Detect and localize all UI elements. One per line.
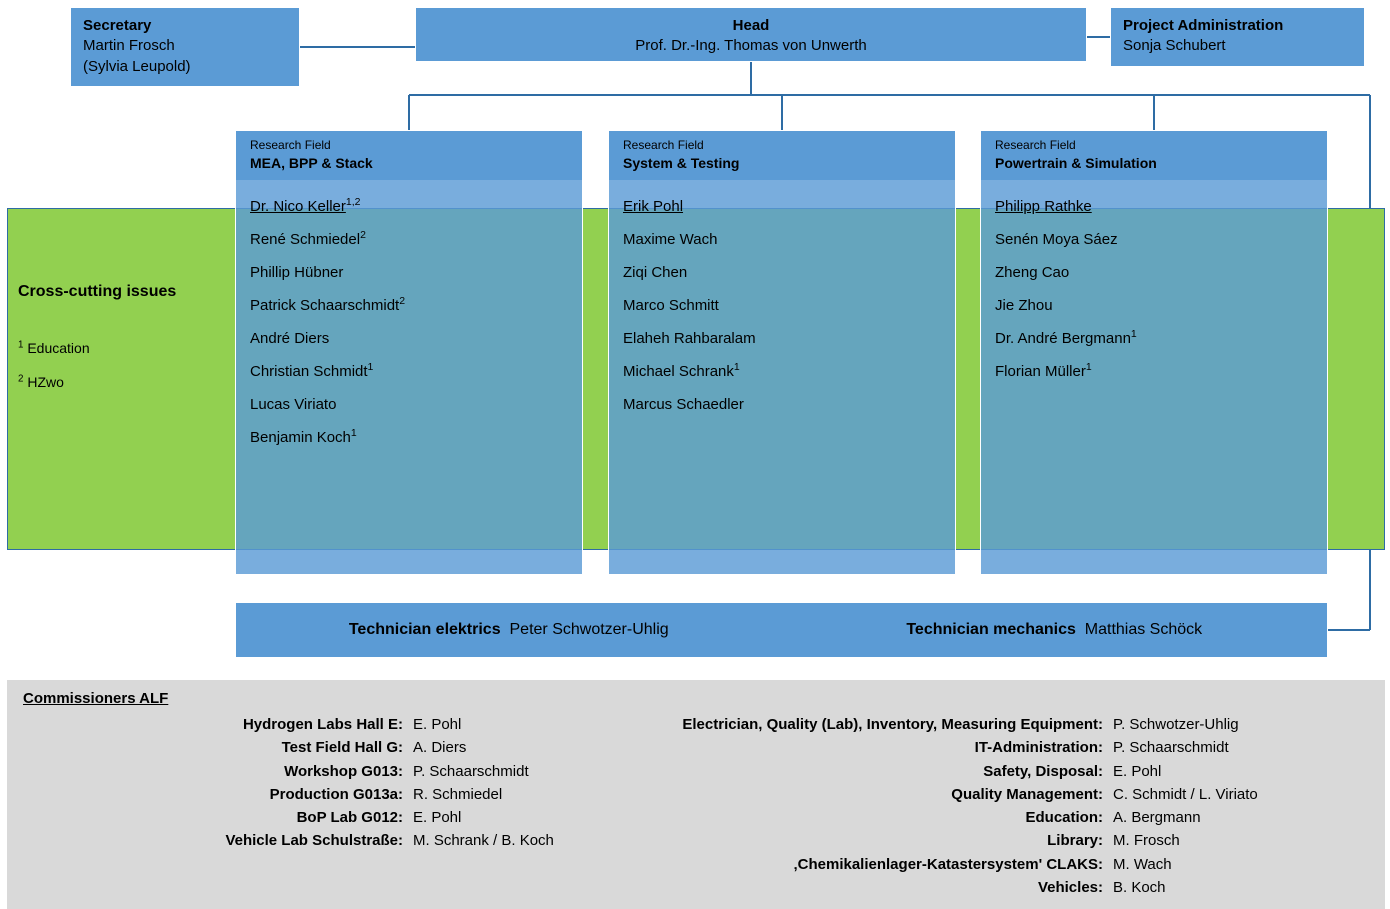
commissioner-label: BoP Lab G012: xyxy=(23,806,413,829)
commissioner-value: P. Schwotzer-Uhlig xyxy=(1113,713,1239,736)
commissioner-row: Library:M. Frosch xyxy=(593,829,1369,852)
commissioner-value: M. Schrank / B. Koch xyxy=(413,829,554,852)
research-field-header: Research FieldPowertrain & Simulation xyxy=(980,130,1328,180)
project-admin-box: Project Administration Sonja Schubert xyxy=(1110,7,1365,67)
commissioner-row: Production G013a:R. Schmiedel xyxy=(23,783,593,806)
commissioner-row: Safety, Disposal:E. Pohl xyxy=(593,760,1369,783)
cross-cutting-label: Cross-cutting issues 1 Education 2 HZwo xyxy=(18,280,218,399)
research-field-member: Michael Schrank1 xyxy=(623,355,941,388)
commissioner-value: E. Pohl xyxy=(413,806,461,829)
research-field-member: Ziqi Chen xyxy=(623,256,941,289)
technician-mechanics: Technician mechanics Matthias Schöck xyxy=(782,621,1328,639)
research-field-title: System & Testing xyxy=(623,154,941,174)
research-field-member: Senén Moya Sáez xyxy=(995,223,1313,256)
commissioner-row: Vehicle Lab Schulstraße:M. Schrank / B. … xyxy=(23,829,593,852)
commissioner-label: Workshop G013: xyxy=(23,760,413,783)
research-field-title: Powertrain & Simulation xyxy=(995,154,1313,174)
commissioners-right-col: Electrician, Quality (Lab), Inventory, M… xyxy=(593,713,1369,899)
commissioner-value: B. Koch xyxy=(1113,876,1166,899)
commissioner-label: Quality Management: xyxy=(593,783,1113,806)
research-field-lead: Dr. Nico Keller1,2 xyxy=(250,190,568,223)
commissioner-row: Vehicles:B. Koch xyxy=(593,876,1369,899)
head-title: Head xyxy=(428,16,1074,36)
project-admin-title: Project Administration xyxy=(1123,16,1352,36)
research-field-overline: Research Field xyxy=(250,137,568,154)
commissioner-label: Hydrogen Labs Hall E: xyxy=(23,713,413,736)
head-line: Prof. Dr.-Ing. Thomas von Unwerth xyxy=(428,36,1074,56)
research-field-member: René Schmiedel2 xyxy=(250,223,568,256)
secretary-box: Secretary Martin Frosch (Sylvia Leupold) xyxy=(70,7,300,87)
commissioner-row: BoP Lab G012:E. Pohl xyxy=(23,806,593,829)
secretary-line: (Sylvia Leupold) xyxy=(83,57,287,77)
research-field-overline: Research Field xyxy=(623,137,941,154)
commissioner-row: Electrician, Quality (Lab), Inventory, M… xyxy=(593,713,1369,736)
commissioner-label: Test Field Hall G: xyxy=(23,736,413,759)
cross-cutting-footnotes: 1 Education 2 HZwo xyxy=(18,332,218,399)
research-field-member: Jie Zhou xyxy=(995,289,1313,322)
research-field-title: MEA, BPP & Stack xyxy=(250,154,568,174)
commissioner-label: ‚Chemikalienlager-Katastersystem' CLAKS: xyxy=(593,853,1113,876)
commissioners-box: Commissioners ALF Hydrogen Labs Hall E:E… xyxy=(7,680,1385,909)
commissioner-value: E. Pohl xyxy=(413,713,461,736)
commissioner-value: P. Schaarschmidt xyxy=(413,760,529,783)
research-field-member: Marco Schmitt xyxy=(623,289,941,322)
commissioner-row: Quality Management:C. Schmidt / L. Viria… xyxy=(593,783,1369,806)
commissioner-row: Test Field Hall G:A. Diers xyxy=(23,736,593,759)
research-field-header: Research FieldSystem & Testing xyxy=(608,130,956,180)
commissioner-label: Safety, Disposal: xyxy=(593,760,1113,783)
commissioner-value: A. Diers xyxy=(413,736,466,759)
commissioner-row: Workshop G013:P. Schaarschmidt xyxy=(23,760,593,783)
commissioner-label: IT-Administration: xyxy=(593,736,1113,759)
project-admin-line: Sonja Schubert xyxy=(1123,36,1352,56)
secretary-line: Martin Frosch xyxy=(83,36,287,56)
commissioner-value: M. Wach xyxy=(1113,853,1172,876)
technician-electrics: Technician elektrics Peter Schwotzer-Uhl… xyxy=(236,621,782,639)
commissioner-value: A. Bergmann xyxy=(1113,806,1201,829)
research-field-member: Dr. André Bergmann1 xyxy=(995,322,1313,355)
research-field-member: Christian Schmidt1 xyxy=(250,355,568,388)
secretary-title: Secretary xyxy=(83,16,287,36)
commissioner-row: Education:A. Bergmann xyxy=(593,806,1369,829)
commissioner-value: M. Frosch xyxy=(1113,829,1180,852)
research-field-body: Erik PohlMaxime WachZiqi ChenMarco Schmi… xyxy=(608,180,956,575)
commissioner-row: ‚Chemikalienlager-Katastersystem' CLAKS:… xyxy=(593,853,1369,876)
commissioners-title: Commissioners ALF xyxy=(23,690,1369,707)
research-field-member: André Diers xyxy=(250,322,568,355)
commissioner-label: Library: xyxy=(593,829,1113,852)
commissioner-label: Production G013a: xyxy=(23,783,413,806)
research-field-header: Research FieldMEA, BPP & Stack xyxy=(235,130,583,180)
research-field-body: Philipp RathkeSenén Moya SáezZheng CaoJi… xyxy=(980,180,1328,575)
research-field-member: Elaheh Rahbaralam xyxy=(623,322,941,355)
research-field-member: Phillip Hübner xyxy=(250,256,568,289)
cross-cutting-title: Cross-cutting issues xyxy=(18,280,178,304)
research-field-member: Zheng Cao xyxy=(995,256,1313,289)
commissioner-row: Hydrogen Labs Hall E:E. Pohl xyxy=(23,713,593,736)
commissioner-label: Education: xyxy=(593,806,1113,829)
commissioner-label: Vehicles: xyxy=(593,876,1113,899)
technicians-bar: Technician elektrics Peter Schwotzer-Uhl… xyxy=(235,602,1328,658)
commissioners-left-col: Hydrogen Labs Hall E:E. PohlTest Field H… xyxy=(23,713,593,899)
research-field-member: Maxime Wach xyxy=(623,223,941,256)
research-field-member: Florian Müller1 xyxy=(995,355,1313,388)
research-field-body: Dr. Nico Keller1,2René Schmiedel2Phillip… xyxy=(235,180,583,575)
research-field-lead: Philipp Rathke xyxy=(995,190,1313,223)
research-field-member: Benjamin Koch1 xyxy=(250,421,568,454)
research-field-lead: Erik Pohl xyxy=(623,190,941,223)
commissioner-row: IT-Administration:P. Schaarschmidt xyxy=(593,736,1369,759)
commissioner-value: C. Schmidt / L. Viriato xyxy=(1113,783,1258,806)
head-box: Head Prof. Dr.-Ing. Thomas von Unwerth xyxy=(415,7,1087,62)
commissioner-label: Vehicle Lab Schulstraße: xyxy=(23,829,413,852)
commissioner-value: E. Pohl xyxy=(1113,760,1161,783)
research-field-member: Marcus Schaedler xyxy=(623,388,941,421)
commissioner-value: R. Schmiedel xyxy=(413,783,502,806)
research-field-overline: Research Field xyxy=(995,137,1313,154)
commissioner-value: P. Schaarschmidt xyxy=(1113,736,1229,759)
research-field-member: Lucas Viriato xyxy=(250,388,568,421)
research-field-member: Patrick Schaarschmidt2 xyxy=(250,289,568,322)
commissioner-label: Electrician, Quality (Lab), Inventory, M… xyxy=(593,713,1113,736)
